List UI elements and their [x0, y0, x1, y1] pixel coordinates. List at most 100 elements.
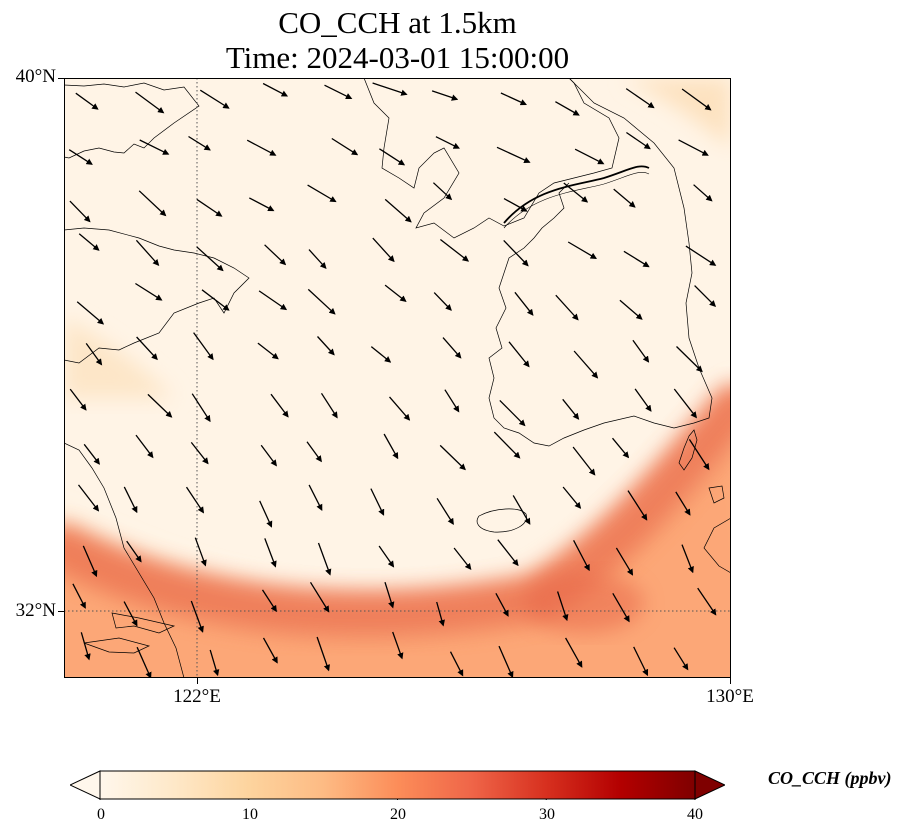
- wind-arrow: [573, 539, 590, 572]
- wind-arrow: [307, 184, 337, 203]
- wind-arrow: [693, 184, 713, 202]
- coastline-jiangsu: [64, 442, 185, 678]
- wind-arrow: [190, 441, 209, 465]
- wind-arrow: [135, 239, 160, 266]
- wind-arrow: [320, 392, 338, 419]
- wind-arrow: [264, 538, 277, 568]
- wind-arrow: [248, 197, 275, 212]
- wind-arrow: [370, 488, 385, 516]
- wind-arrow: [497, 539, 519, 567]
- wind-arrow: [498, 645, 514, 678]
- wind-arrow: [69, 200, 91, 223]
- wind-arrow: [209, 649, 220, 677]
- wind-arrow: [370, 346, 392, 363]
- wind-arrow: [191, 393, 211, 423]
- coastlines: [64, 78, 731, 678]
- wind-arrow: [678, 139, 709, 156]
- tick-130e: [730, 678, 731, 684]
- coastline-shandong: [64, 227, 250, 364]
- wind-arrow: [258, 290, 288, 311]
- wind-arrow: [123, 601, 138, 627]
- coastline-bohai-north: [64, 82, 200, 159]
- wind-arrow: [69, 388, 87, 411]
- wind-arrow: [135, 282, 163, 301]
- wind-arrow: [623, 250, 650, 268]
- wind-arrow: [495, 592, 509, 617]
- map-title-line-1: CO_CCH at 1.5km: [278, 5, 517, 40]
- wind-arrow: [82, 545, 98, 578]
- wind-arrow: [567, 241, 598, 259]
- colorbar: [70, 770, 725, 800]
- wind-arrow: [317, 542, 332, 576]
- wind-arrow: [431, 90, 459, 101]
- wind-arrow: [389, 396, 411, 421]
- wind-arrow: [449, 651, 464, 677]
- wind-arrow: [85, 343, 103, 366]
- tick-40n: [58, 78, 64, 79]
- wind-arrow: [625, 88, 655, 109]
- wind-arrow: [632, 339, 650, 363]
- wind-arrow: [83, 443, 100, 465]
- wind-arrow: [135, 434, 154, 459]
- coastline-yangtze-island: [83, 637, 151, 654]
- y-tick-label-40n: 40°N: [15, 66, 56, 87]
- wind-arrow: [383, 433, 399, 460]
- coastline-yangtze-north: [111, 612, 176, 634]
- colorbar-tick-marks: [99, 799, 696, 800]
- map-canvas: [64, 78, 731, 678]
- wind-arrow: [190, 600, 204, 633]
- wind-arrow: [627, 490, 648, 521]
- wind-arrow: [185, 486, 205, 514]
- wind-arrow: [75, 92, 99, 110]
- wind-arrow: [196, 198, 223, 217]
- wind-arrow: [453, 547, 472, 571]
- wind-arrow: [436, 601, 445, 627]
- x-tick-label-122e: 122°E: [173, 686, 221, 707]
- wind-arrow: [307, 288, 336, 315]
- wind-arrow: [611, 437, 630, 459]
- coastline-tsushima: [678, 429, 698, 471]
- wind-arrow: [563, 182, 589, 203]
- wind-arrow: [72, 583, 86, 609]
- wind-arrow: [626, 131, 651, 150]
- wind-arrow: [308, 249, 327, 269]
- wind-arrow: [136, 336, 158, 361]
- wind-arrow: [496, 146, 531, 163]
- wind-arrow: [675, 491, 691, 516]
- wind-arrow: [435, 136, 460, 149]
- wind-arrow: [262, 637, 278, 664]
- wind-arrow: [681, 88, 712, 111]
- wind-arrow: [572, 446, 596, 476]
- wind-arrow: [372, 82, 408, 96]
- wind-arrow: [556, 591, 569, 622]
- wind-arrow: [615, 547, 634, 576]
- wind-arrow: [379, 148, 406, 166]
- wind-arrow: [436, 497, 454, 526]
- wind-arrow: [193, 332, 214, 361]
- wind-arrow: [439, 444, 466, 471]
- wind-arrow: [136, 646, 152, 678]
- wind-arrow: [681, 544, 694, 574]
- wind-arrow: [188, 135, 211, 151]
- wind-arrow: [573, 350, 599, 379]
- map-panel: [64, 78, 731, 678]
- wind-arrow: [196, 246, 224, 272]
- wind-arrow: [309, 581, 330, 613]
- map-title-line-2: Time: 2024-03-01 15:00:00: [225, 40, 570, 75]
- wind-arrow: [562, 398, 580, 420]
- wind-arrow: [378, 545, 395, 568]
- wind-arrow: [562, 486, 582, 509]
- wind-arrow: [500, 92, 527, 106]
- wind-arrow: [565, 637, 583, 668]
- wind-arrow: [316, 636, 330, 672]
- gridlines: [64, 78, 731, 678]
- wind-arrow: [673, 388, 697, 419]
- wind-arrow: [68, 149, 93, 165]
- wind-arrow: [442, 337, 462, 359]
- wind-arrow: [317, 336, 335, 356]
- wind-arrow: [514, 291, 534, 316]
- wind-arrow: [503, 239, 529, 267]
- colorbar-label: CO_CCH (ppbv): [768, 768, 892, 788]
- wind-arrow: [688, 439, 710, 471]
- tick-32n: [58, 611, 64, 612]
